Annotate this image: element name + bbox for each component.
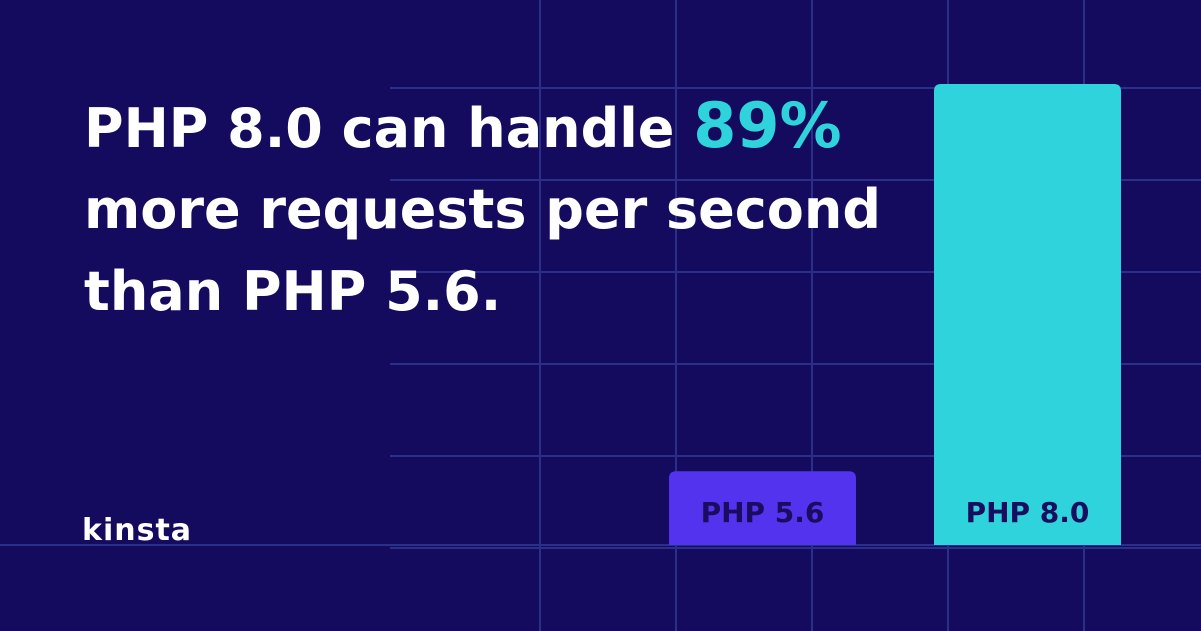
brand-logo: kinsta [82,513,192,548]
title-line: more requests per second [84,178,881,241]
title-highlight: 89% [693,89,841,162]
bar [934,84,1121,545]
bar-label: PHP 8.0 [966,496,1090,529]
bar-label: PHP 5.6 [701,496,825,529]
chart-title: PHP 8.0 can handle 89% [84,89,842,162]
title-lead: PHP 8.0 can handle [84,97,674,160]
bar [669,471,856,545]
title-line: than PHP 5.6. [84,260,501,323]
